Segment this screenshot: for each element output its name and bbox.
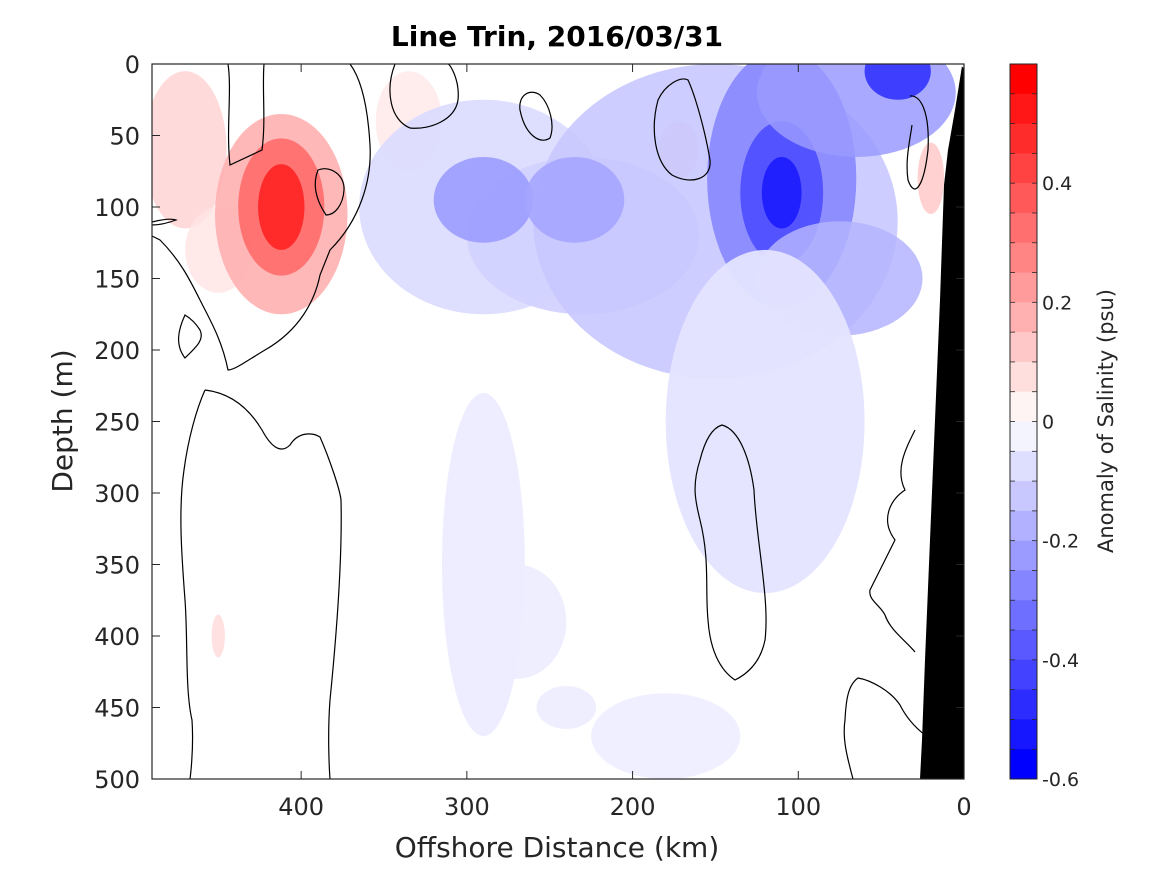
colorbar-level <box>1010 540 1037 571</box>
zero-contour <box>152 64 371 371</box>
x-axis-label: Offshore Distance (km) <box>395 831 720 864</box>
zero-contour <box>178 314 202 359</box>
y-tick-label: 150 <box>94 266 140 294</box>
x-tick-label: 200 <box>610 793 656 821</box>
y-tick-label: 350 <box>94 552 140 580</box>
anomaly-patch <box>823 822 873 875</box>
colorbar <box>1010 64 1037 780</box>
colorbar-tick-label: 0.4 <box>1042 173 1072 195</box>
colorbar-level <box>1010 630 1037 661</box>
y-tick-label: 200 <box>94 337 140 365</box>
colorbar-level <box>1010 123 1037 154</box>
colorbar-tick-label: -0.2 <box>1042 531 1079 553</box>
colorbar-level <box>1010 570 1037 601</box>
y-tick-label: 300 <box>94 480 140 508</box>
zero-contour <box>843 677 926 779</box>
x-tick-label: 100 <box>775 793 821 821</box>
colorbar-tick-label: -0.6 <box>1042 769 1079 791</box>
anomaly-patch <box>591 693 741 779</box>
zero-contour <box>180 389 206 779</box>
zero-contour <box>152 218 178 226</box>
colorbar-level <box>1010 272 1037 303</box>
zero-contour <box>694 424 767 681</box>
colorbar-level <box>1010 93 1037 125</box>
anomaly-patch <box>211 614 225 658</box>
zero-contour <box>314 168 345 216</box>
x-tick-label: 300 <box>444 793 490 821</box>
y-tick-label: 500 <box>94 766 140 794</box>
zero-contour <box>519 91 553 141</box>
colorbar-level <box>1010 212 1037 244</box>
y-tick-label: 450 <box>94 695 140 723</box>
y-tick-label: 50 <box>109 123 140 151</box>
colorbar-level <box>1010 183 1037 214</box>
colorbar-level <box>1010 153 1037 184</box>
zero-contour <box>227 64 265 166</box>
zero-contour-lines <box>152 64 929 779</box>
colorbar-level <box>1010 332 1037 363</box>
colorbar-level <box>1010 451 1037 482</box>
colorbar-level <box>1010 600 1037 631</box>
colorbar-tick-label: 0.2 <box>1042 292 1072 314</box>
colorbar-label: Anomaly of Salinity (psu) <box>1094 289 1118 553</box>
colorbar-level <box>1010 421 1037 452</box>
colorbar-level <box>1010 242 1037 274</box>
zero-contour <box>653 78 711 181</box>
x-tick-label: 400 <box>278 793 324 821</box>
anomaly-patch <box>864 64 931 100</box>
colorbar-level <box>1010 64 1037 95</box>
x-axis: 400 300 200 100 0 <box>278 64 972 821</box>
seafloor-topography <box>920 64 964 779</box>
zero-contour <box>869 429 916 653</box>
colorbar-level <box>1010 361 1037 393</box>
colorbar-level <box>1010 719 1037 750</box>
anomaly-patch <box>433 156 534 243</box>
colorbar-level <box>1010 749 1037 780</box>
colorbar-tick-label: -0.4 <box>1042 650 1079 672</box>
anomaly-patch <box>466 564 567 679</box>
anomaly-patch <box>442 392 525 737</box>
colorbar-level <box>1010 659 1037 691</box>
y-tick-label: 400 <box>94 623 140 651</box>
colorbar-ticks: 0.4 0.2 0 -0.2 -0.4 -0.6 <box>1010 63 1079 791</box>
salinity-anomaly-field <box>152 64 956 875</box>
zero-contour <box>204 389 342 779</box>
anomaly-patch <box>258 164 305 250</box>
y-axis-label: Depth (m) <box>46 349 79 492</box>
colorbar-level <box>1010 391 1037 422</box>
colorbar-level <box>1010 510 1037 542</box>
colorbar-level <box>1010 481 1037 512</box>
x-tick-label: 0 <box>956 793 971 821</box>
anomaly-patch <box>536 686 597 729</box>
anomaly-patch <box>917 142 945 215</box>
zero-contour <box>389 64 459 129</box>
colorbar-level <box>1010 302 1037 333</box>
anomaly-patch <box>665 249 865 594</box>
zero-contour <box>906 95 929 190</box>
colorbar-tick-label: 0 <box>1042 412 1054 434</box>
chart-title: Line Trin, 2016/03/31 <box>391 20 723 53</box>
anomaly-patch <box>524 156 625 243</box>
anomaly-patch <box>761 156 802 229</box>
y-tick-label: 0 <box>125 51 140 79</box>
colorbar-level <box>1010 689 1037 720</box>
anomaly-patch <box>756 64 956 157</box>
y-tick-label: 100 <box>94 194 140 222</box>
y-tick-label: 250 <box>94 409 140 437</box>
y-axis: 0 50 100 150 200 250 300 350 400 450 500 <box>94 51 964 794</box>
anomaly-patch <box>152 71 227 229</box>
